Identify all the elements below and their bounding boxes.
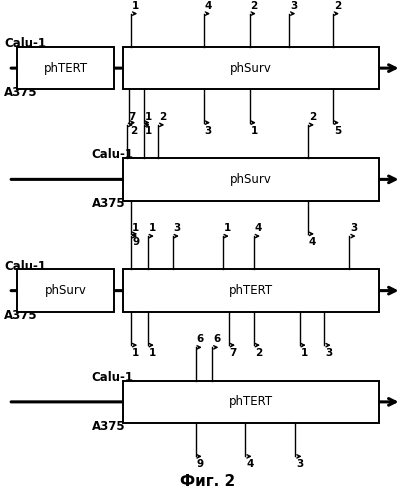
Text: 2: 2	[130, 126, 137, 136]
Text: 6: 6	[196, 334, 204, 344]
Text: 3: 3	[325, 348, 333, 358]
Text: 1: 1	[223, 223, 231, 233]
Text: 5: 5	[334, 126, 341, 136]
Text: 1: 1	[300, 348, 308, 358]
Text: 2: 2	[250, 0, 258, 10]
Text: phSurv: phSurv	[230, 62, 272, 74]
Text: 4: 4	[255, 223, 262, 233]
Text: 3: 3	[205, 126, 212, 136]
Text: Calu-1: Calu-1	[4, 37, 46, 50]
Bar	[123, 270, 379, 312]
Text: 1: 1	[132, 223, 139, 233]
Bar	[123, 380, 379, 423]
Text: 7: 7	[230, 348, 237, 358]
Text: 1: 1	[144, 112, 152, 122]
Text: A375: A375	[4, 308, 38, 322]
Text: 4: 4	[246, 460, 254, 469]
Text: 6: 6	[213, 334, 220, 344]
Text: 3: 3	[350, 223, 358, 233]
Text: 9: 9	[132, 237, 139, 247]
Text: 1: 1	[132, 0, 139, 10]
Text: 3: 3	[290, 0, 297, 10]
Text: 9: 9	[196, 460, 204, 469]
Text: Calu-1: Calu-1	[4, 260, 46, 272]
Text: Calu-1: Calu-1	[92, 148, 134, 162]
Text: 1: 1	[132, 348, 139, 358]
Text: Calu-1: Calu-1	[92, 371, 134, 384]
Text: A375: A375	[4, 86, 38, 99]
Text: phTERT: phTERT	[43, 62, 88, 74]
Text: phTERT: phTERT	[228, 284, 273, 297]
Text: 2: 2	[255, 348, 262, 358]
Text: 2: 2	[334, 0, 341, 10]
Text: Фиг. 2: Фиг. 2	[181, 474, 235, 489]
Text: A375: A375	[92, 420, 125, 433]
Text: 4: 4	[309, 237, 316, 247]
Text: A375: A375	[92, 198, 125, 210]
Bar	[17, 47, 114, 90]
Text: 1: 1	[149, 223, 156, 233]
Text: phSurv: phSurv	[230, 173, 272, 186]
Text: 3: 3	[173, 223, 181, 233]
Text: 3: 3	[296, 460, 304, 469]
Bar	[123, 158, 379, 200]
Text: 2: 2	[309, 112, 316, 122]
Bar	[17, 270, 114, 312]
Text: 2: 2	[159, 112, 166, 122]
Text: 4: 4	[205, 0, 212, 10]
Text: 1: 1	[149, 348, 156, 358]
Text: phTERT: phTERT	[228, 396, 273, 408]
Text: 1: 1	[144, 126, 152, 136]
Text: 7: 7	[128, 112, 135, 122]
Bar	[123, 47, 379, 90]
Text: 1: 1	[250, 126, 258, 136]
Text: phSurv: phSurv	[45, 284, 87, 297]
